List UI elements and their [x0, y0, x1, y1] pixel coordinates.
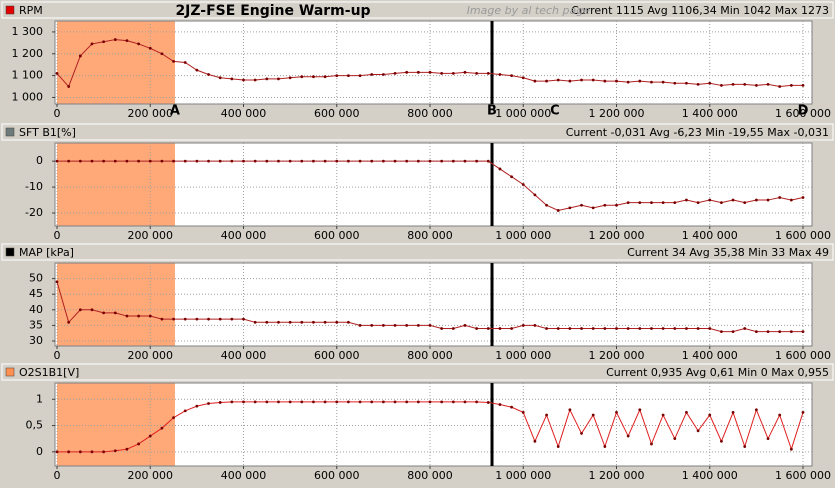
x-tick-label: 0	[54, 349, 61, 362]
x-tick-label: 200 000	[128, 349, 174, 362]
x-tick-label: 800 000	[407, 229, 453, 242]
panel: SFT B1[%] Current -0,031 Avg -6,23 Min -1…	[1, 123, 834, 242]
legend-swatch	[5, 367, 15, 377]
chart-title: 2JZ-FSE Engine Warm-up	[175, 3, 370, 19]
x-tick-label: 1 200 000	[589, 469, 645, 482]
panel: RPM Current 1115 Avg 1106,34 Min 1042 Max…	[1, 1, 834, 120]
x-tick-label: 200 000	[128, 107, 174, 120]
x-tick-label: 1 600 000	[775, 469, 831, 482]
x-tick-label: 800 000	[407, 469, 453, 482]
highlight-region	[57, 383, 175, 466]
legend-label: SFT B1[%]	[19, 126, 76, 139]
watermark: Image by al tech page	[467, 4, 591, 17]
x-tick-label: 400 000	[221, 107, 267, 120]
x-tick-label: 1 200 000	[589, 107, 645, 120]
x-tick-label: 1 200 000	[589, 349, 645, 362]
x-tick-label: 400 000	[221, 469, 267, 482]
y-tick-label: 1 200	[12, 47, 44, 60]
y-tick-label: 1 000	[12, 90, 44, 103]
x-tick-label: 1 400 000	[682, 107, 738, 120]
x-tick-label: 200 000	[128, 229, 174, 242]
x-tick-label: 1 600 000	[775, 349, 831, 362]
y-tick-label: 1 300	[12, 25, 44, 38]
x-tick-label: 600 000	[314, 229, 360, 242]
legend-label: RPM	[19, 4, 43, 17]
x-tick-label: 0	[54, 107, 61, 120]
x-tick-label: 800 000	[407, 349, 453, 362]
stats-text: Current 1115 Avg 1106,34 Min 1042 Max 12…	[571, 4, 829, 17]
y-tick-label: 45	[29, 287, 43, 300]
y-tick-label: 50	[29, 272, 43, 285]
panel-header	[1, 363, 834, 381]
stats-text: Current -0,031 Avg -6,23 Min -19,55 Max …	[566, 126, 829, 139]
annotation: C	[550, 104, 560, 119]
y-tick-label: 40	[29, 303, 43, 316]
x-tick-label: 1 000 000	[495, 229, 551, 242]
annotation: A	[170, 104, 180, 119]
x-tick-label: 1 200 000	[589, 229, 645, 242]
panel: MAP [kPa] Current 34 Avg 35,38 Min 33 Max…	[1, 243, 834, 362]
x-tick-label: 1 400 000	[682, 229, 738, 242]
x-tick-label: 1 000 000	[495, 107, 551, 120]
x-tick-label: 200 000	[128, 469, 174, 482]
series-line	[55, 280, 805, 334]
x-tick-label: 400 000	[221, 229, 267, 242]
panel-header	[1, 1, 834, 19]
y-tick-label: -10	[25, 180, 43, 193]
x-tick-label: 1 400 000	[682, 349, 738, 362]
annotation: D	[798, 104, 809, 119]
x-tick-label: 1 600 000	[775, 107, 831, 120]
x-tick-label: 1 000 000	[495, 349, 551, 362]
x-tick-label: 400 000	[221, 349, 267, 362]
highlight-region	[57, 21, 175, 104]
series-line	[55, 400, 805, 454]
x-tick-label: 600 000	[314, 349, 360, 362]
series-line	[55, 38, 805, 88]
x-tick-label: 1 400 000	[682, 469, 738, 482]
series-line	[55, 159, 805, 212]
panel-header	[1, 243, 834, 261]
legend-swatch	[5, 5, 15, 15]
x-tick-label: 800 000	[407, 107, 453, 120]
panel: O2S1B1[V] Current 0,935 Avg 0,61 Min 0 Ma…	[1, 363, 834, 482]
y-tick-label: 1	[36, 392, 43, 405]
stats-text: Current 34 Avg 35,38 Min 33 Max 49	[627, 246, 829, 259]
x-tick-label: 600 000	[314, 107, 360, 120]
legend-label: MAP [kPa]	[19, 246, 74, 259]
legend-swatch	[5, 127, 15, 137]
x-tick-label: 1 600 000	[775, 229, 831, 242]
x-tick-label: 0	[54, 229, 61, 242]
legend-label: O2S1B1[V]	[19, 366, 79, 379]
panel-header	[1, 123, 834, 141]
annotation: B	[487, 104, 497, 119]
y-tick-label: 1 100	[12, 69, 44, 82]
highlight-region	[57, 263, 175, 346]
legend-swatch	[5, 247, 15, 257]
x-tick-label: 1 000 000	[495, 469, 551, 482]
y-tick-label: 0	[36, 154, 43, 167]
y-tick-label: -20	[25, 206, 43, 219]
y-tick-label: 30	[29, 334, 43, 347]
x-tick-label: 0	[54, 469, 61, 482]
x-tick-label: 600 000	[314, 469, 360, 482]
y-tick-label: 35	[29, 318, 43, 331]
stats-text: Current 0,935 Avg 0,61 Min 0 Max 0,955	[606, 366, 829, 379]
y-tick-label: 0,5	[26, 419, 44, 432]
y-tick-label: 0	[36, 445, 43, 458]
